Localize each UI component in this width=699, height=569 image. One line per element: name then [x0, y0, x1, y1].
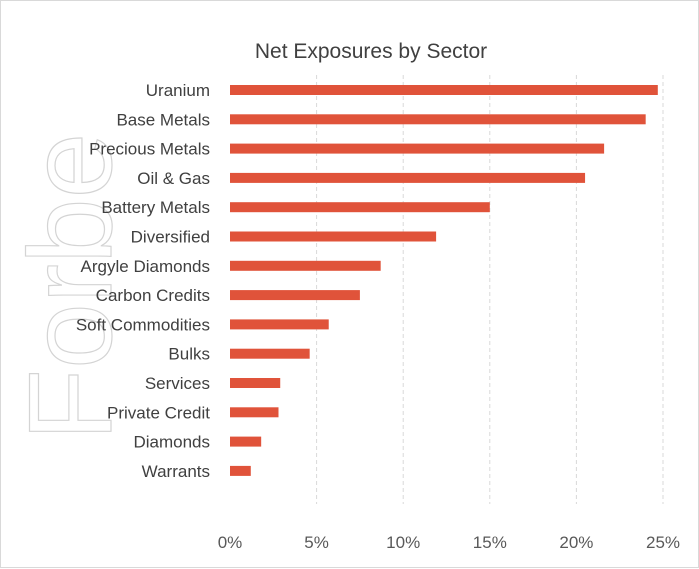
bar	[230, 231, 437, 242]
category-label: Argyle Diamonds	[81, 257, 210, 276]
bar	[230, 465, 251, 476]
x-tick-label: 15%	[473, 533, 507, 552]
chart-title: Net Exposures by Sector	[255, 40, 487, 63]
gridlines	[316, 75, 664, 504]
bar	[230, 290, 360, 301]
bar	[230, 348, 310, 359]
category-label: Oil & Gas	[137, 169, 210, 188]
bar	[230, 114, 646, 125]
category-label: Battery Metals	[101, 198, 210, 217]
bar	[230, 260, 381, 271]
watermark-text: Forbe	[5, 133, 137, 441]
x-tick-label: 10%	[386, 533, 420, 552]
bar	[230, 202, 490, 213]
category-label: Precious Metals	[89, 140, 210, 159]
category-label: Base Metals	[116, 110, 210, 129]
category-label: Diversified	[131, 228, 210, 247]
watermark-logo: Forbe	[4, 132, 137, 441]
category-label: Private Credit	[107, 403, 210, 422]
category-label: Diamonds	[133, 433, 210, 452]
x-tick-labels: 0% 5% 10% 15% 20% 25%	[218, 533, 680, 552]
bar	[230, 143, 605, 154]
bar	[230, 85, 658, 95]
bar	[230, 436, 262, 447]
category-label: Services	[145, 374, 210, 393]
category-label: Carbon Credits	[96, 286, 210, 305]
category-label: Uranium	[146, 81, 210, 100]
bar	[230, 319, 329, 330]
category-label: Bulks	[168, 345, 210, 364]
bars	[230, 85, 658, 476]
bar	[230, 407, 279, 418]
x-tick-label: 20%	[559, 533, 593, 552]
x-tick-label: 0%	[218, 533, 243, 552]
bar	[230, 172, 586, 183]
x-tick-label: 25%	[646, 533, 680, 552]
category-label: Warrants	[142, 462, 210, 481]
bar	[230, 378, 281, 388]
x-tick-label: 5%	[304, 533, 329, 552]
category-label: Soft Commodities	[76, 315, 210, 334]
category-labels: Uranium Base Metals Precious Metals Oil & G…	[76, 81, 210, 481]
